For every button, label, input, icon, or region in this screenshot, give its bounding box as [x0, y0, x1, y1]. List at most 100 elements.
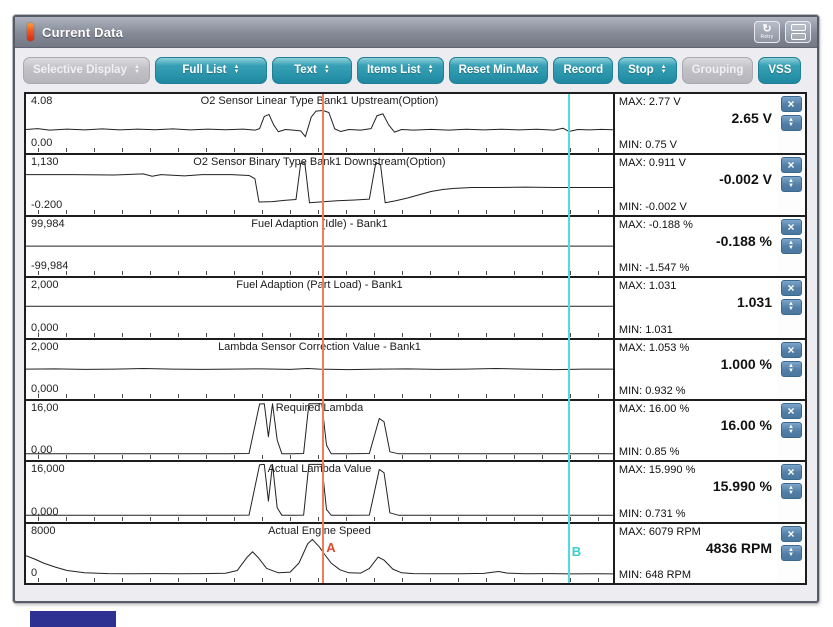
channel-plot[interactable]: O2 Sensor Linear Type Bank1 Upstream(Opt… — [26, 94, 615, 154]
toolbar-button-label: Grouping — [691, 64, 744, 76]
channel-min-value: MIN: 0.85 % — [618, 446, 680, 459]
channel-plot[interactable]: Actual Engine Speed 8000 0 — [26, 523, 615, 583]
channel-tick-marks — [26, 578, 613, 582]
channel-close-button[interactable]: × — [780, 96, 802, 112]
channel-buttons: × ▲ ▼ — [777, 462, 805, 522]
stacked-windows-icon — [790, 24, 806, 40]
channel-buttons: × ▲ ▼ — [777, 523, 805, 583]
channel-row-o2-sensor-binary-type-bank1-downstream-option: O2 Sensor Binary Type Bank1 Downstream(O… — [26, 155, 805, 217]
toolbar-button-label: Text — [294, 64, 317, 76]
channel-info-panel: MAX: 16.00 % 16.00 % MIN: 0.85 % — [615, 401, 777, 460]
toolbar-button-grouping[interactable]: Grouping — [681, 56, 754, 84]
channel-tick-marks — [26, 271, 613, 276]
toolbar-button-label: Selective Display — [33, 64, 127, 76]
channel-info-panel: MAX: -0.188 % -0.188 % MIN: -1.547 % — [615, 217, 777, 276]
current-data-icon — [27, 23, 34, 41]
channel-reorder-button[interactable]: ▲ ▼ — [780, 176, 802, 193]
channel-buttons: × ▲ ▼ — [777, 400, 805, 461]
channel-reorder-button[interactable]: ▲ ▼ — [780, 237, 802, 254]
retry-icon: ↻ — [762, 22, 772, 35]
channel-plot[interactable]: O2 Sensor Binary Type Bank1 Downstream(O… — [26, 155, 615, 215]
channel-min-value: MIN: 648 RPM — [618, 569, 692, 581]
channel-reorder-button[interactable]: ▲ ▼ — [780, 299, 802, 316]
dropdown-arrows-icon: ▲ ▼ — [427, 64, 434, 75]
cursor-b-line[interactable] — [567, 94, 570, 583]
channel-row-fuel-adaption-idle-bank1: Fuel Adaption (Idle) - Bank1 99,984 -99,… — [26, 216, 805, 279]
channel-plot[interactable]: Required Lambda 16,00 0,00 — [26, 400, 615, 461]
channel-max-value: MAX: 15.990 % — [618, 464, 696, 477]
channel-row-lambda-sensor-correction-value-bank1: Lambda Sensor Correction Value - Bank1 2… — [26, 339, 805, 401]
toolbar-button-label: Full List — [182, 64, 227, 76]
channel-min-value: MIN: 1.031 — [618, 323, 673, 336]
current-data-window: Current Data ↻ Retry Selective Display ▲… — [13, 15, 819, 603]
channel-info-panel: MAX: 15.990 % 15.990 % MIN: 0.731 % — [615, 462, 777, 521]
channel-close-button[interactable]: × — [780, 525, 802, 542]
toolbar-button-text[interactable]: Text ▲ ▼ — [271, 56, 352, 84]
channel-current-value: 15.990 % — [712, 478, 772, 495]
channel-current-value: 16.00 % — [720, 416, 772, 433]
channel-buttons: × ▲ ▼ — [777, 339, 805, 399]
channel-info-panel: MAX: 6079 RPM 4836 RPM MIN: 648 RPM — [615, 524, 777, 583]
toolbar-button-reset-min-max[interactable]: Reset Min.Max — [448, 56, 549, 84]
channel-plot[interactable]: Fuel Adaption (Part Load) - Bank1 2,000 … — [26, 278, 615, 338]
toolbar-button-label: Items List — [366, 64, 421, 76]
background-window-fragment — [30, 611, 116, 627]
channel-min-value: MIN: -1.547 % — [618, 262, 690, 275]
channel-close-button[interactable]: × — [780, 218, 802, 235]
channel-current-value: 1.000 % — [720, 355, 772, 372]
channel-tick-marks — [26, 209, 613, 214]
dropdown-arrows-icon: ▲ ▼ — [323, 64, 330, 75]
channel-current-value: -0.188 % — [715, 232, 772, 249]
channel-reorder-button[interactable]: ▲ ▼ — [780, 421, 802, 438]
channel-min-value: MIN: 0.75 V — [618, 139, 677, 152]
channel-waveform — [26, 404, 613, 454]
dropdown-arrows-icon: ▲ ▼ — [233, 64, 240, 75]
channel-reorder-button[interactable]: ▲ ▼ — [780, 544, 802, 561]
channel-plot[interactable]: Fuel Adaption (Idle) - Bank1 99,984 -99,… — [26, 216, 615, 277]
channel-waveform — [26, 111, 613, 137]
tile-windows-button[interactable] — [785, 21, 811, 43]
channel-reorder-button[interactable]: ▲ ▼ — [780, 115, 802, 131]
channel-row-actual-engine-speed: Actual Engine Speed 8000 0 MAX: 6079 RPM… — [26, 523, 805, 583]
toolbar-button-items-list[interactable]: Items List ▲ ▼ — [356, 56, 444, 84]
channel-close-button[interactable]: × — [780, 157, 802, 174]
channel-waveform — [26, 368, 613, 369]
channel-row-fuel-adaption-part-load-bank1: Fuel Adaption (Part Load) - Bank1 2,000 … — [26, 278, 805, 340]
toolbar-button-label: Record — [563, 64, 604, 76]
titlebar: Current Data ↻ Retry — [15, 17, 817, 48]
channel-plot[interactable]: Actual Lambda Value 16,000 0,000 — [26, 462, 615, 522]
channel-waveform — [26, 465, 613, 516]
channel-plot[interactable]: Lambda Sensor Correction Value - Bank1 2… — [26, 339, 615, 399]
channel-buttons: × ▲ ▼ — [777, 94, 805, 154]
channel-row-actual-lambda-value: Actual Lambda Value 16,000 0,000 MAX: 15… — [26, 462, 805, 524]
channel-max-value: MAX: 6079 RPM — [618, 525, 701, 538]
channel-tick-marks — [26, 148, 613, 153]
channel-info-panel: MAX: 1.053 % 1.000 % MIN: 0.932 % — [615, 340, 777, 399]
toolbar-button-record[interactable]: Record — [553, 56, 614, 84]
channel-close-button[interactable]: × — [780, 402, 802, 419]
channel-min-value: MIN: 0.932 % — [618, 384, 686, 397]
channel-buttons: × ▲ ▼ — [777, 155, 805, 215]
channel-close-button[interactable]: × — [780, 464, 802, 481]
toolbar-button-selective-display[interactable]: Selective Display ▲ ▼ — [23, 56, 150, 84]
toolbar-button-label: VSS — [768, 64, 792, 76]
retry-button[interactable]: ↻ Retry — [754, 21, 780, 43]
channel-buttons: × ▲ ▼ — [777, 216, 805, 277]
toolbar-button-stop[interactable]: Stop ▲ ▼ — [618, 56, 677, 84]
channel-close-button[interactable]: × — [780, 341, 802, 358]
channel-close-button[interactable]: × — [780, 280, 802, 297]
toolbar-button-full-list[interactable]: Full List ▲ ▼ — [154, 56, 267, 84]
channel-max-value: MAX: 16.00 % — [618, 402, 690, 415]
channel-tick-marks — [26, 393, 613, 398]
channel-current-value: 1.031 — [736, 294, 772, 311]
channel-max-value: MAX: 2.77 V — [618, 96, 681, 108]
channel-waveform — [26, 163, 613, 203]
channel-reorder-button[interactable]: ▲ ▼ — [780, 483, 802, 500]
dropdown-arrows-icon: ▲ ▼ — [133, 64, 140, 75]
toolbar-button-vss[interactable]: VSS — [758, 56, 802, 84]
cursor-a-line[interactable] — [322, 94, 325, 583]
channel-max-value: MAX: 0.911 V — [618, 157, 686, 170]
channel-waveform — [26, 539, 613, 574]
channel-min-value: MIN: 0.731 % — [618, 507, 686, 520]
channel-reorder-button[interactable]: ▲ ▼ — [780, 360, 802, 377]
